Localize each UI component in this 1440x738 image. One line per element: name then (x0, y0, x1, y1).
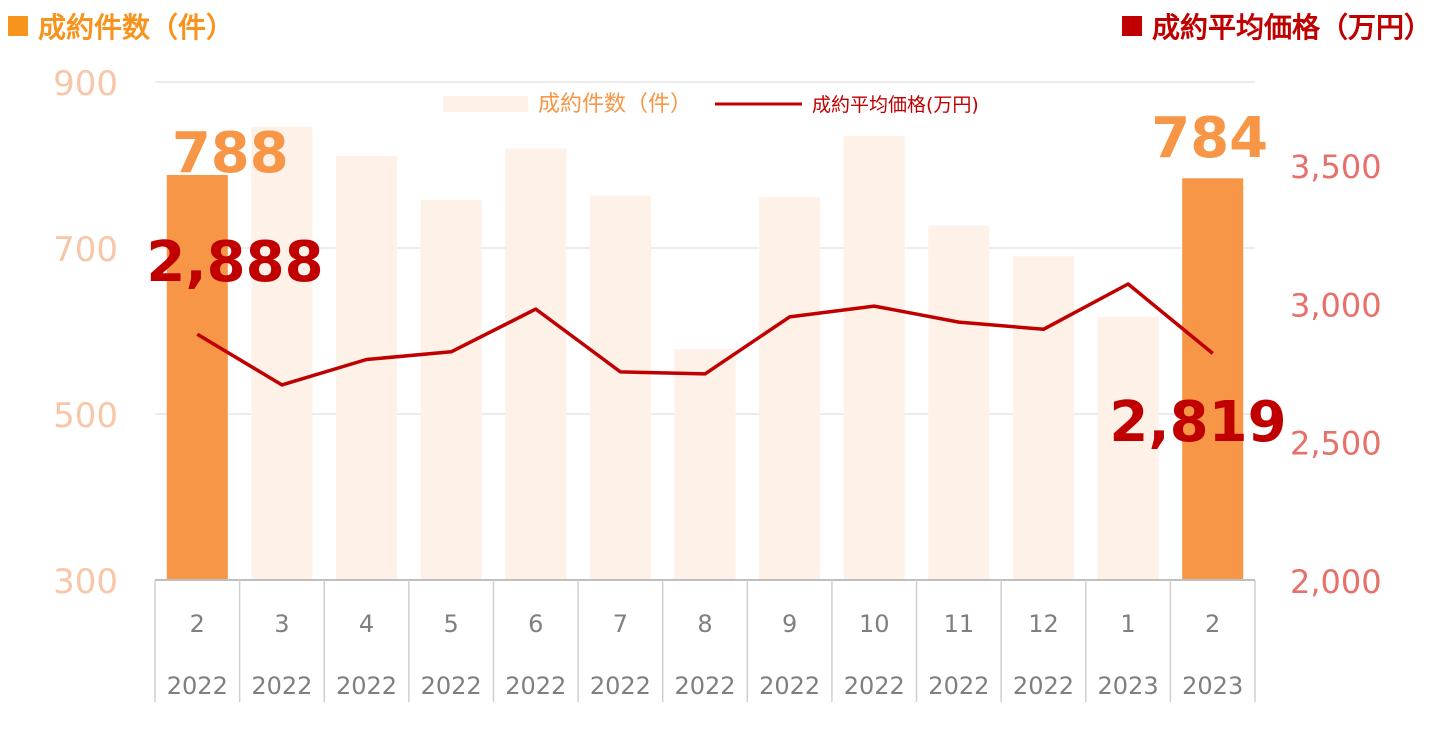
bar (759, 197, 821, 580)
bar (1097, 316, 1159, 580)
category-month-label: 6 (528, 610, 543, 638)
bar (336, 155, 398, 580)
first-line-value-label: 2,888 (146, 230, 323, 295)
category-year-label: 2022 (844, 672, 905, 700)
category-month-label: 4 (359, 610, 374, 638)
category-year-label: 2023 (1098, 672, 1159, 700)
bar (420, 199, 482, 581)
bar (1182, 178, 1244, 580)
right-axis-tick-label: 2,000 (1290, 563, 1382, 601)
first-bar-value-label: 788 (172, 121, 289, 186)
category-month-label: 3 (274, 610, 289, 638)
bar (843, 135, 905, 580)
bar (505, 148, 567, 580)
category-year-label: 2022 (1013, 672, 1074, 700)
category-year-label: 2022 (759, 672, 820, 700)
right-header-title: 成約平均価格（万円） (1151, 11, 1432, 44)
right-axis-tick-label: 3,000 (1290, 286, 1382, 324)
legend-bar-label: 成約件数（件） (538, 92, 692, 117)
category-year-label: 2022 (421, 672, 482, 700)
bar (251, 126, 313, 580)
category-month-label: 2 (190, 610, 205, 638)
category-year-label: 2022 (336, 672, 397, 700)
category-month-label: 1 (1120, 610, 1135, 638)
right-axis-header: 成約平均価格（万円） (1121, 6, 1432, 46)
category-month-label: 8 (697, 610, 712, 638)
bar (1012, 256, 1074, 580)
legend-line-label: 成約平均価格(万円) (812, 94, 979, 116)
left-axis-tick-label: 500 (53, 396, 118, 436)
category-year-label: 2022 (928, 672, 989, 700)
category-month-label: 12 (1028, 610, 1059, 638)
last-line-value-label: 2,819 (1109, 390, 1286, 455)
left-header-square-icon (8, 16, 28, 36)
left-axis-tick-label: 300 (53, 562, 118, 602)
left-axis-header: 成約件数（件） (8, 6, 234, 46)
right-header-square-icon (1121, 16, 1142, 36)
bar (589, 195, 651, 580)
last-bar-value-label: 784 (1151, 106, 1268, 171)
category-month-label: 10 (859, 610, 890, 638)
category-year-label: 2022 (590, 672, 651, 700)
category-month-label: 7 (613, 610, 628, 638)
left-axis-tick-label: 700 (53, 230, 118, 270)
left-header-title: 成約件数（件） (38, 11, 235, 44)
category-year-label: 2023 (1182, 672, 1243, 700)
legend-bar-swatch (443, 96, 528, 112)
left-axis-tick-label: 900 (53, 64, 118, 104)
category-month-label: 5 (444, 610, 459, 638)
right-axis-tick-label: 3,500 (1290, 148, 1382, 186)
category-month-label: 2 (1205, 610, 1220, 638)
category-year-label: 2022 (505, 672, 566, 700)
bar (166, 174, 228, 580)
category-year-label: 2022 (167, 672, 228, 700)
category-month-label: 11 (944, 610, 975, 638)
category-year-label: 2022 (251, 672, 312, 700)
bar (928, 225, 990, 580)
right-axis-tick-label: 2,500 (1290, 425, 1382, 463)
bar (674, 349, 736, 580)
category-year-label: 2022 (674, 672, 735, 700)
category-month-label: 9 (782, 610, 797, 638)
